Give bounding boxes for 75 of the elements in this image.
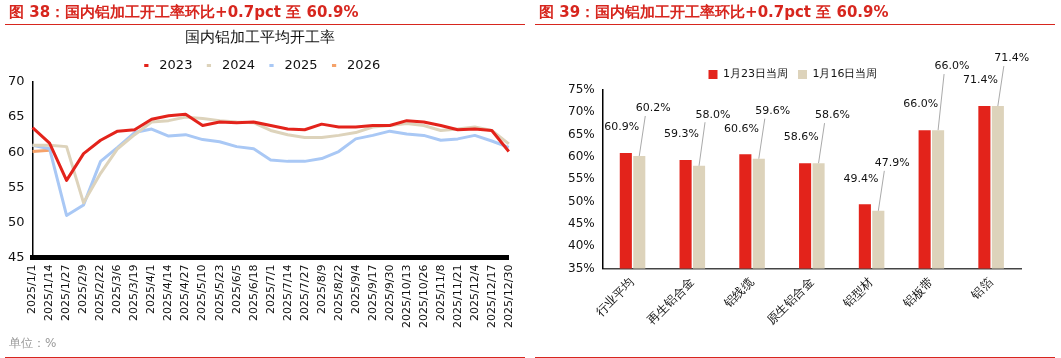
x-tick-label: 行业平均 xyxy=(593,274,637,319)
x-tick-label: 2025/2/22 xyxy=(93,264,107,322)
legend-label: 2024 xyxy=(221,56,256,72)
x-tick-label: 2025/11/8 xyxy=(433,264,447,322)
y-tick-label: 40% xyxy=(568,238,595,253)
x-tick-label: 2025/3/19 xyxy=(127,264,141,322)
x-tick-label: 铝线缆 xyxy=(720,274,757,311)
legend-label: 2023 xyxy=(159,56,193,72)
y-tick-label: 45% xyxy=(568,215,595,230)
x-tick-label: 2025/1/1 xyxy=(25,264,39,315)
x-tick-label: 2025/4/14 xyxy=(161,264,175,322)
x-tick-label: 2025/3/6 xyxy=(110,264,124,315)
x-tick-label: 2025/10/26 xyxy=(416,264,430,329)
x-tick-label: 2025/12/4 xyxy=(467,264,481,322)
data-label: 47.9% xyxy=(874,156,910,170)
x-tick-label: 2025/12/30 xyxy=(501,264,515,329)
data-label: 49.4% xyxy=(843,171,879,185)
x-tick-label: 原生铝合金 xyxy=(763,274,817,328)
legend-label: 1月23日当周 xyxy=(723,67,788,81)
y-tick-label: 70% xyxy=(568,104,595,119)
x-tick-label: 2025/5/10 xyxy=(195,264,209,322)
y-tick-label: 75% xyxy=(568,82,595,97)
x-tick-label: 2025/4/27 xyxy=(178,264,192,322)
x-tick-label: 2025/6/5 xyxy=(229,264,243,315)
data-label: 66.0% xyxy=(903,97,939,111)
x-tick-label: 铝板带 xyxy=(899,274,936,311)
x-tick-label: 2025/6/18 xyxy=(246,264,260,322)
data-label: 59.6% xyxy=(755,104,791,118)
x-tick-label: 2025/1/27 xyxy=(59,264,73,322)
data-label: 58.6% xyxy=(815,108,851,122)
x-tick-label: 再生铝合金 xyxy=(644,274,697,328)
chart-subtitle: 国内铝加工平均开工率 xyxy=(185,27,335,46)
data-label: 71.4% xyxy=(994,51,1030,65)
x-tick-label: 2025/7/14 xyxy=(280,264,294,322)
x-tick-label: 2025/8/22 xyxy=(331,264,345,322)
data-label: 59.3% xyxy=(664,127,700,141)
chart-title: 图 38：国内铝加工开工率环比+0.7pct 至 60.9% xyxy=(5,0,525,25)
y-tick-label: 65 xyxy=(8,108,25,124)
x-tick-label: 2025/8/9 xyxy=(314,264,328,315)
data-label: 60.2% xyxy=(635,101,671,115)
x-tick-label: 铝型材 xyxy=(839,274,876,311)
data-label: 60.9% xyxy=(604,120,640,134)
x-tick-label: 2025/5/23 xyxy=(212,264,226,322)
x-tick-label: 2025/9/30 xyxy=(382,264,396,322)
y-tick-label: 55% xyxy=(568,171,595,186)
y-tick-label: 60 xyxy=(8,143,25,159)
chart-title: 图 39：国内铝加工开工率环比+0.7pct 至 60.9% xyxy=(535,0,1055,25)
x-tick-label: 2025/1/14 xyxy=(42,264,56,322)
x-tick-label: 2025/10/13 xyxy=(399,264,413,329)
x-tick-label: 2025/9/4 xyxy=(348,264,362,315)
data-label: 71.4% xyxy=(962,73,998,87)
x-tick-label: 2025/2/9 xyxy=(76,264,90,315)
x-tick-label: 2025/11/21 xyxy=(450,264,464,329)
data-label: 58.6% xyxy=(783,130,819,144)
y-tick-label: 70 xyxy=(8,73,25,89)
y-tick-label: 50% xyxy=(568,193,595,208)
x-tick-label: 2025/7/1 xyxy=(263,264,277,315)
x-tick-label: 2025/4/1 xyxy=(144,264,158,315)
y-tick-label: 50 xyxy=(8,213,25,229)
data-label: 60.6% xyxy=(723,121,759,135)
x-tick-label: 2025/7/27 xyxy=(297,264,311,322)
text: 单位：% xyxy=(9,336,57,350)
legend-label: 1月16日当周 xyxy=(812,67,878,81)
legend-label: 2026 xyxy=(347,56,381,72)
legend-label: 2025 xyxy=(284,56,318,72)
y-tick-label: 55 xyxy=(8,178,25,194)
x-tick-label: 2025/9/17 xyxy=(365,264,379,322)
y-tick-label: 65% xyxy=(568,126,595,141)
data-label: 58.0% xyxy=(695,107,731,121)
x-tick-label: 铝箔 xyxy=(967,274,996,303)
y-tick-label: 45 xyxy=(8,248,25,264)
data-label: 66.0% xyxy=(934,59,970,73)
y-tick-label: 60% xyxy=(568,149,595,164)
x-tick-label: 2025/12/17 xyxy=(484,264,498,329)
y-tick-label: 35% xyxy=(568,260,595,275)
